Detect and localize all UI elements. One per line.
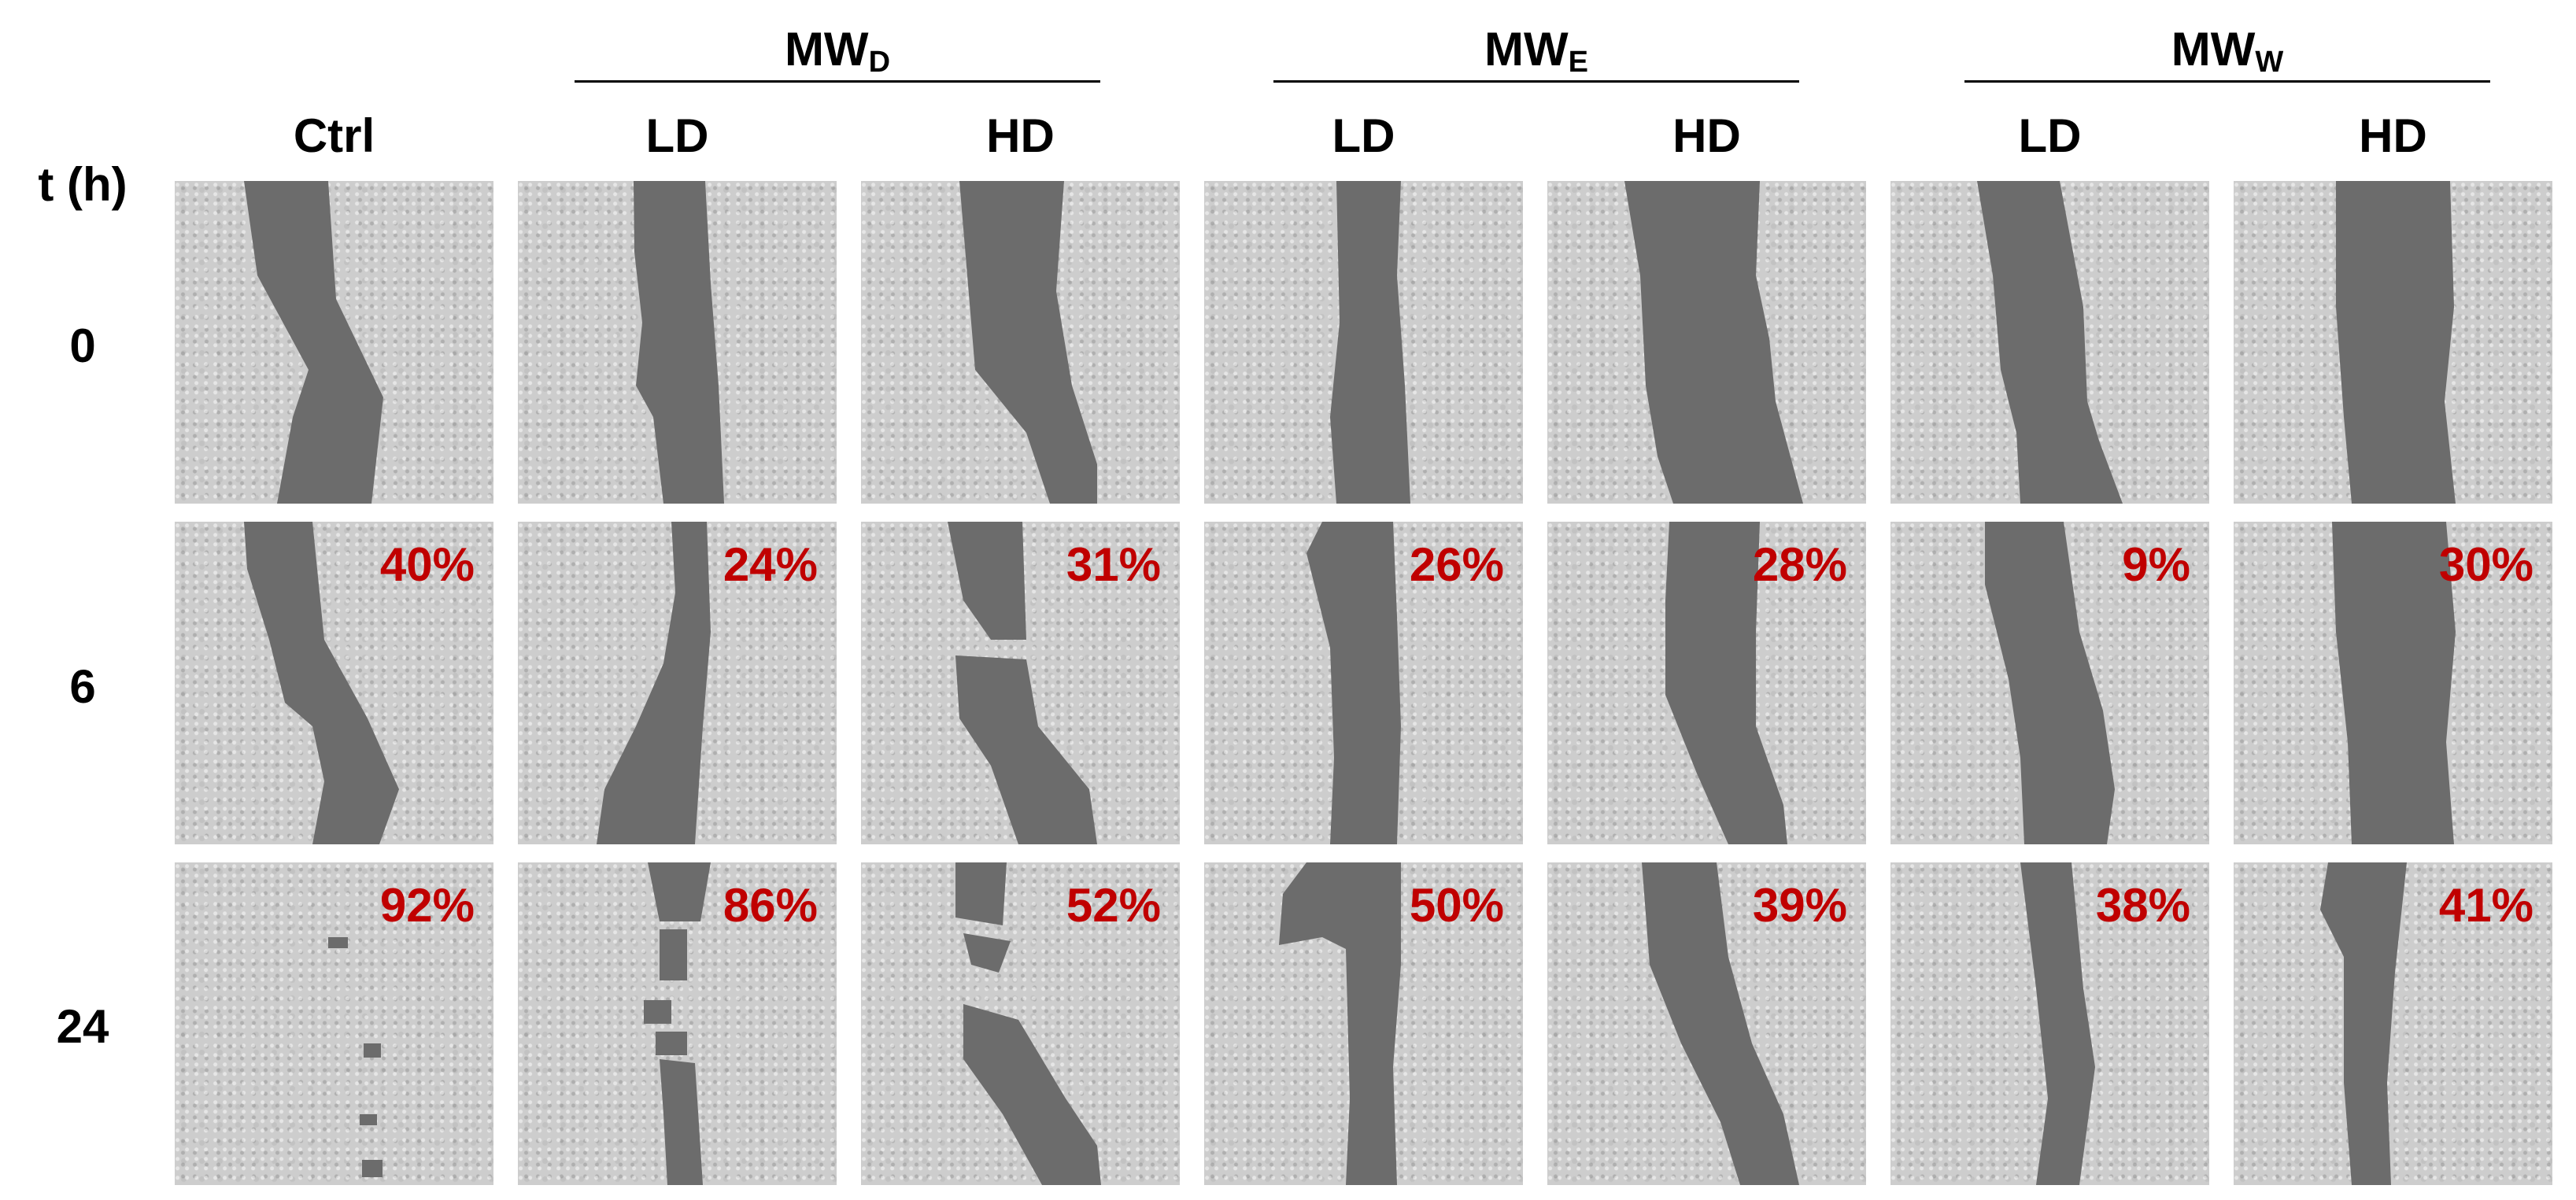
wound-gap [634,181,724,504]
wound-gap [1330,181,1410,504]
micrograph-6h-mww-hd: 30% [2234,522,2552,844]
wound-gap [2020,862,2095,1185]
micrograph-6h-mwd-hd: 31% [861,522,1180,844]
closure-percent: 50% [1409,879,1504,932]
micrograph-24h-ctrl: 92% [175,862,493,1185]
wound-gap [328,937,383,1177]
wound-gap [597,522,711,844]
closure-percent: 24% [723,538,818,591]
wound-gap [2336,181,2456,504]
wound-gap [1977,181,2123,504]
wound-gap [644,862,711,1185]
group-title-sub: W [2255,46,2284,79]
micrograph-24h-mwd-hd: 52% [861,862,1180,1185]
closure-percent: 26% [1409,538,1504,591]
group-title-sub: E [1568,46,1588,79]
column-label-mwd-ld: LD [645,109,709,162]
micrograph-24h-mww-hd: 41% [2234,862,2552,1185]
wound-gap [1624,181,1803,504]
group-title-sub: D [868,46,891,79]
micrograph-24h-mwd-ld: 86% [518,862,837,1185]
wound-gap [1665,522,1787,844]
closure-percent: 38% [2095,879,2190,932]
micrograph-24h-mwe-ld: 50% [1204,862,1523,1185]
row-label-6h: 6 [69,660,96,713]
micrograph-6h-ctrl: 40% [175,522,493,844]
closure-percent: 39% [1752,879,1847,932]
wound-gap [2320,862,2407,1185]
micrograph-0h-ctrl [175,181,493,504]
wound-gap [955,862,1101,1185]
row-label-0h: 0 [69,319,96,372]
micrograph-6h-mwe-ld: 26% [1204,522,1523,844]
wound-gap [948,522,1097,844]
closure-percent: 40% [379,538,475,591]
group-divider-mwe [1273,80,1799,83]
closure-percent: 52% [1066,879,1161,932]
wound-gap [2332,522,2456,844]
closure-percent: 86% [723,879,818,932]
micrograph-0h-mww-hd [2234,181,2552,504]
column-label-mww-ld: LD [2018,109,2082,162]
row-label-24h: 24 [56,1000,109,1053]
closure-percent: 41% [2438,879,2533,932]
wound-gap [1985,522,2115,844]
group-divider-mww [1964,80,2490,83]
column-label-mww-hd: HD [2359,109,2427,162]
group-title-mwe: MWE [1273,22,1799,79]
micrograph-6h-mwd-ld: 24% [518,522,837,844]
wound-gap [959,181,1097,504]
wound-gap [244,181,383,504]
column-label-ctrl: Ctrl [293,109,375,162]
wound-gap [244,522,399,844]
micrograph-0h-mwd-hd [861,181,1180,504]
micrograph-6h-mwe-hd: 28% [1547,522,1866,844]
micrograph-0h-mwd-ld [518,181,837,504]
wound-gap [1279,862,1401,1185]
closure-percent: 28% [1752,538,1847,591]
column-label-mwe-hd: HD [1672,109,1741,162]
micrograph-24h-mww-ld: 38% [1890,862,2209,1185]
group-title-main: MW [784,23,869,76]
group-title-main: MW [2171,23,2256,76]
time-axis-label: t (h) [38,158,128,211]
group-divider-mwd [575,80,1100,83]
group-title-main: MW [1484,23,1569,76]
micrograph-6h-mww-ld: 9% [1890,522,2209,844]
closure-percent: 30% [2438,538,2533,591]
micrograph-0h-mww-ld [1890,181,2209,504]
column-label-mwd-hd: HD [986,109,1055,162]
group-title-mww: MWW [1964,22,2490,79]
micrograph-0h-mwe-hd [1547,181,1866,504]
wound-gap [1306,522,1401,844]
group-title-mwd: MWD [575,22,1100,79]
closure-percent: 9% [2122,538,2190,591]
micrograph-24h-mwe-hd: 39% [1547,862,1866,1185]
micrograph-0h-mwe-ld [1204,181,1523,504]
closure-percent: 31% [1066,538,1161,591]
closure-percent: 92% [379,879,475,932]
wound-gap [1642,862,1799,1185]
column-label-mwe-ld: LD [1332,109,1395,162]
